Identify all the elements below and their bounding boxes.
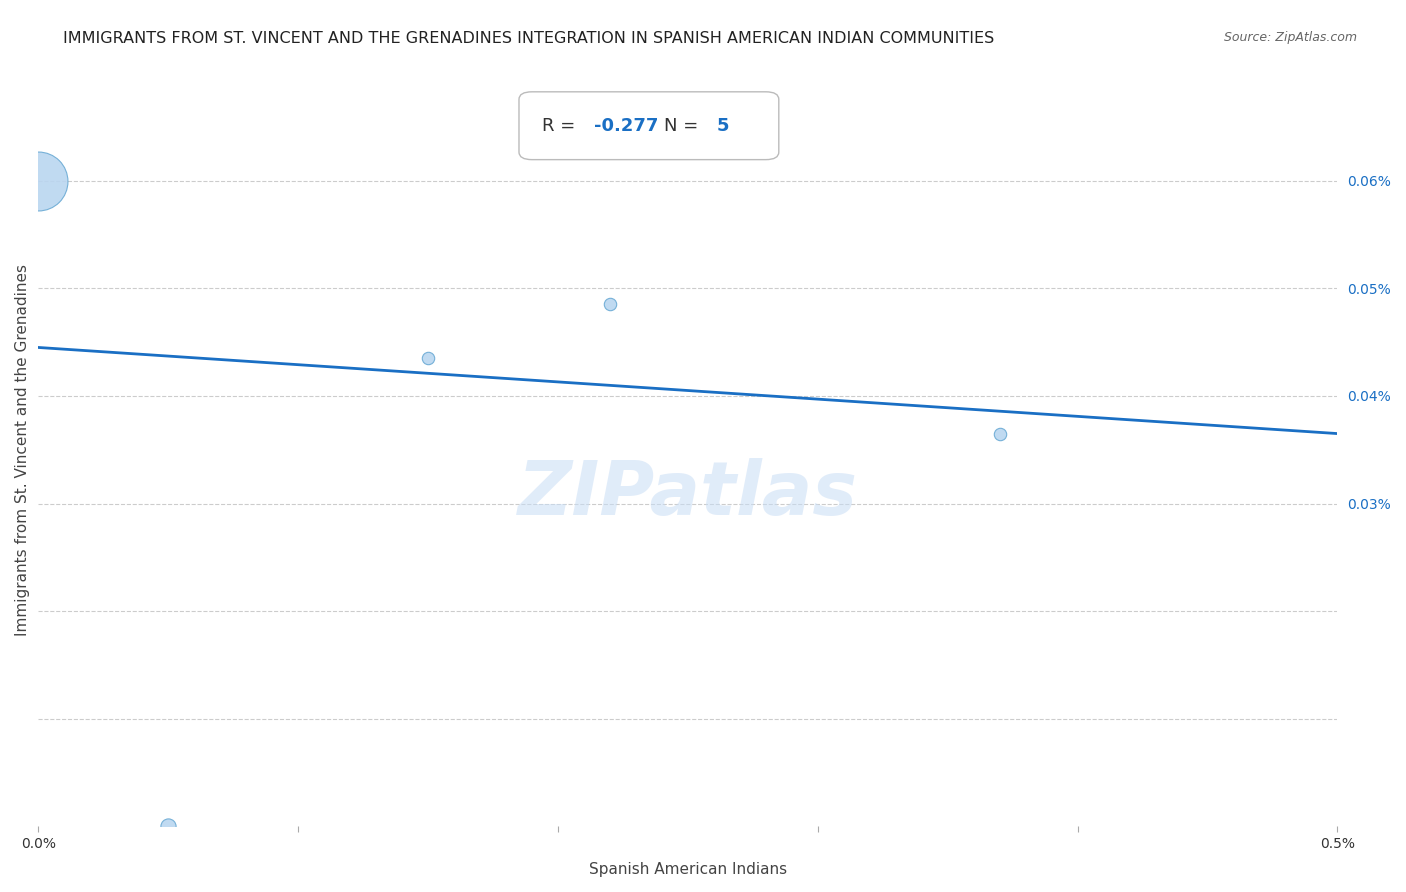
Point [157, 820, 180, 834]
X-axis label: Spanish American Indians: Spanish American Indians [589, 862, 787, 877]
Text: IMMIGRANTS FROM ST. VINCENT AND THE GRENADINES INTEGRATION IN SPANISH AMERICAN I: IMMIGRANTS FROM ST. VINCENT AND THE GREN… [63, 31, 994, 46]
Text: N =: N = [665, 117, 704, 135]
Point [599, 297, 621, 311]
Point [416, 351, 439, 366]
Text: R =: R = [543, 117, 581, 135]
Point [27, 173, 49, 187]
Text: -0.277: -0.277 [595, 117, 658, 135]
Text: Source: ZipAtlas.com: Source: ZipAtlas.com [1223, 31, 1357, 45]
Text: ZIPatlas: ZIPatlas [517, 458, 858, 532]
Y-axis label: Immigrants from St. Vincent and the Grenadines: Immigrants from St. Vincent and the Gren… [15, 264, 30, 636]
Point [988, 426, 1011, 441]
FancyBboxPatch shape [519, 92, 779, 160]
Text: 5: 5 [717, 117, 728, 135]
